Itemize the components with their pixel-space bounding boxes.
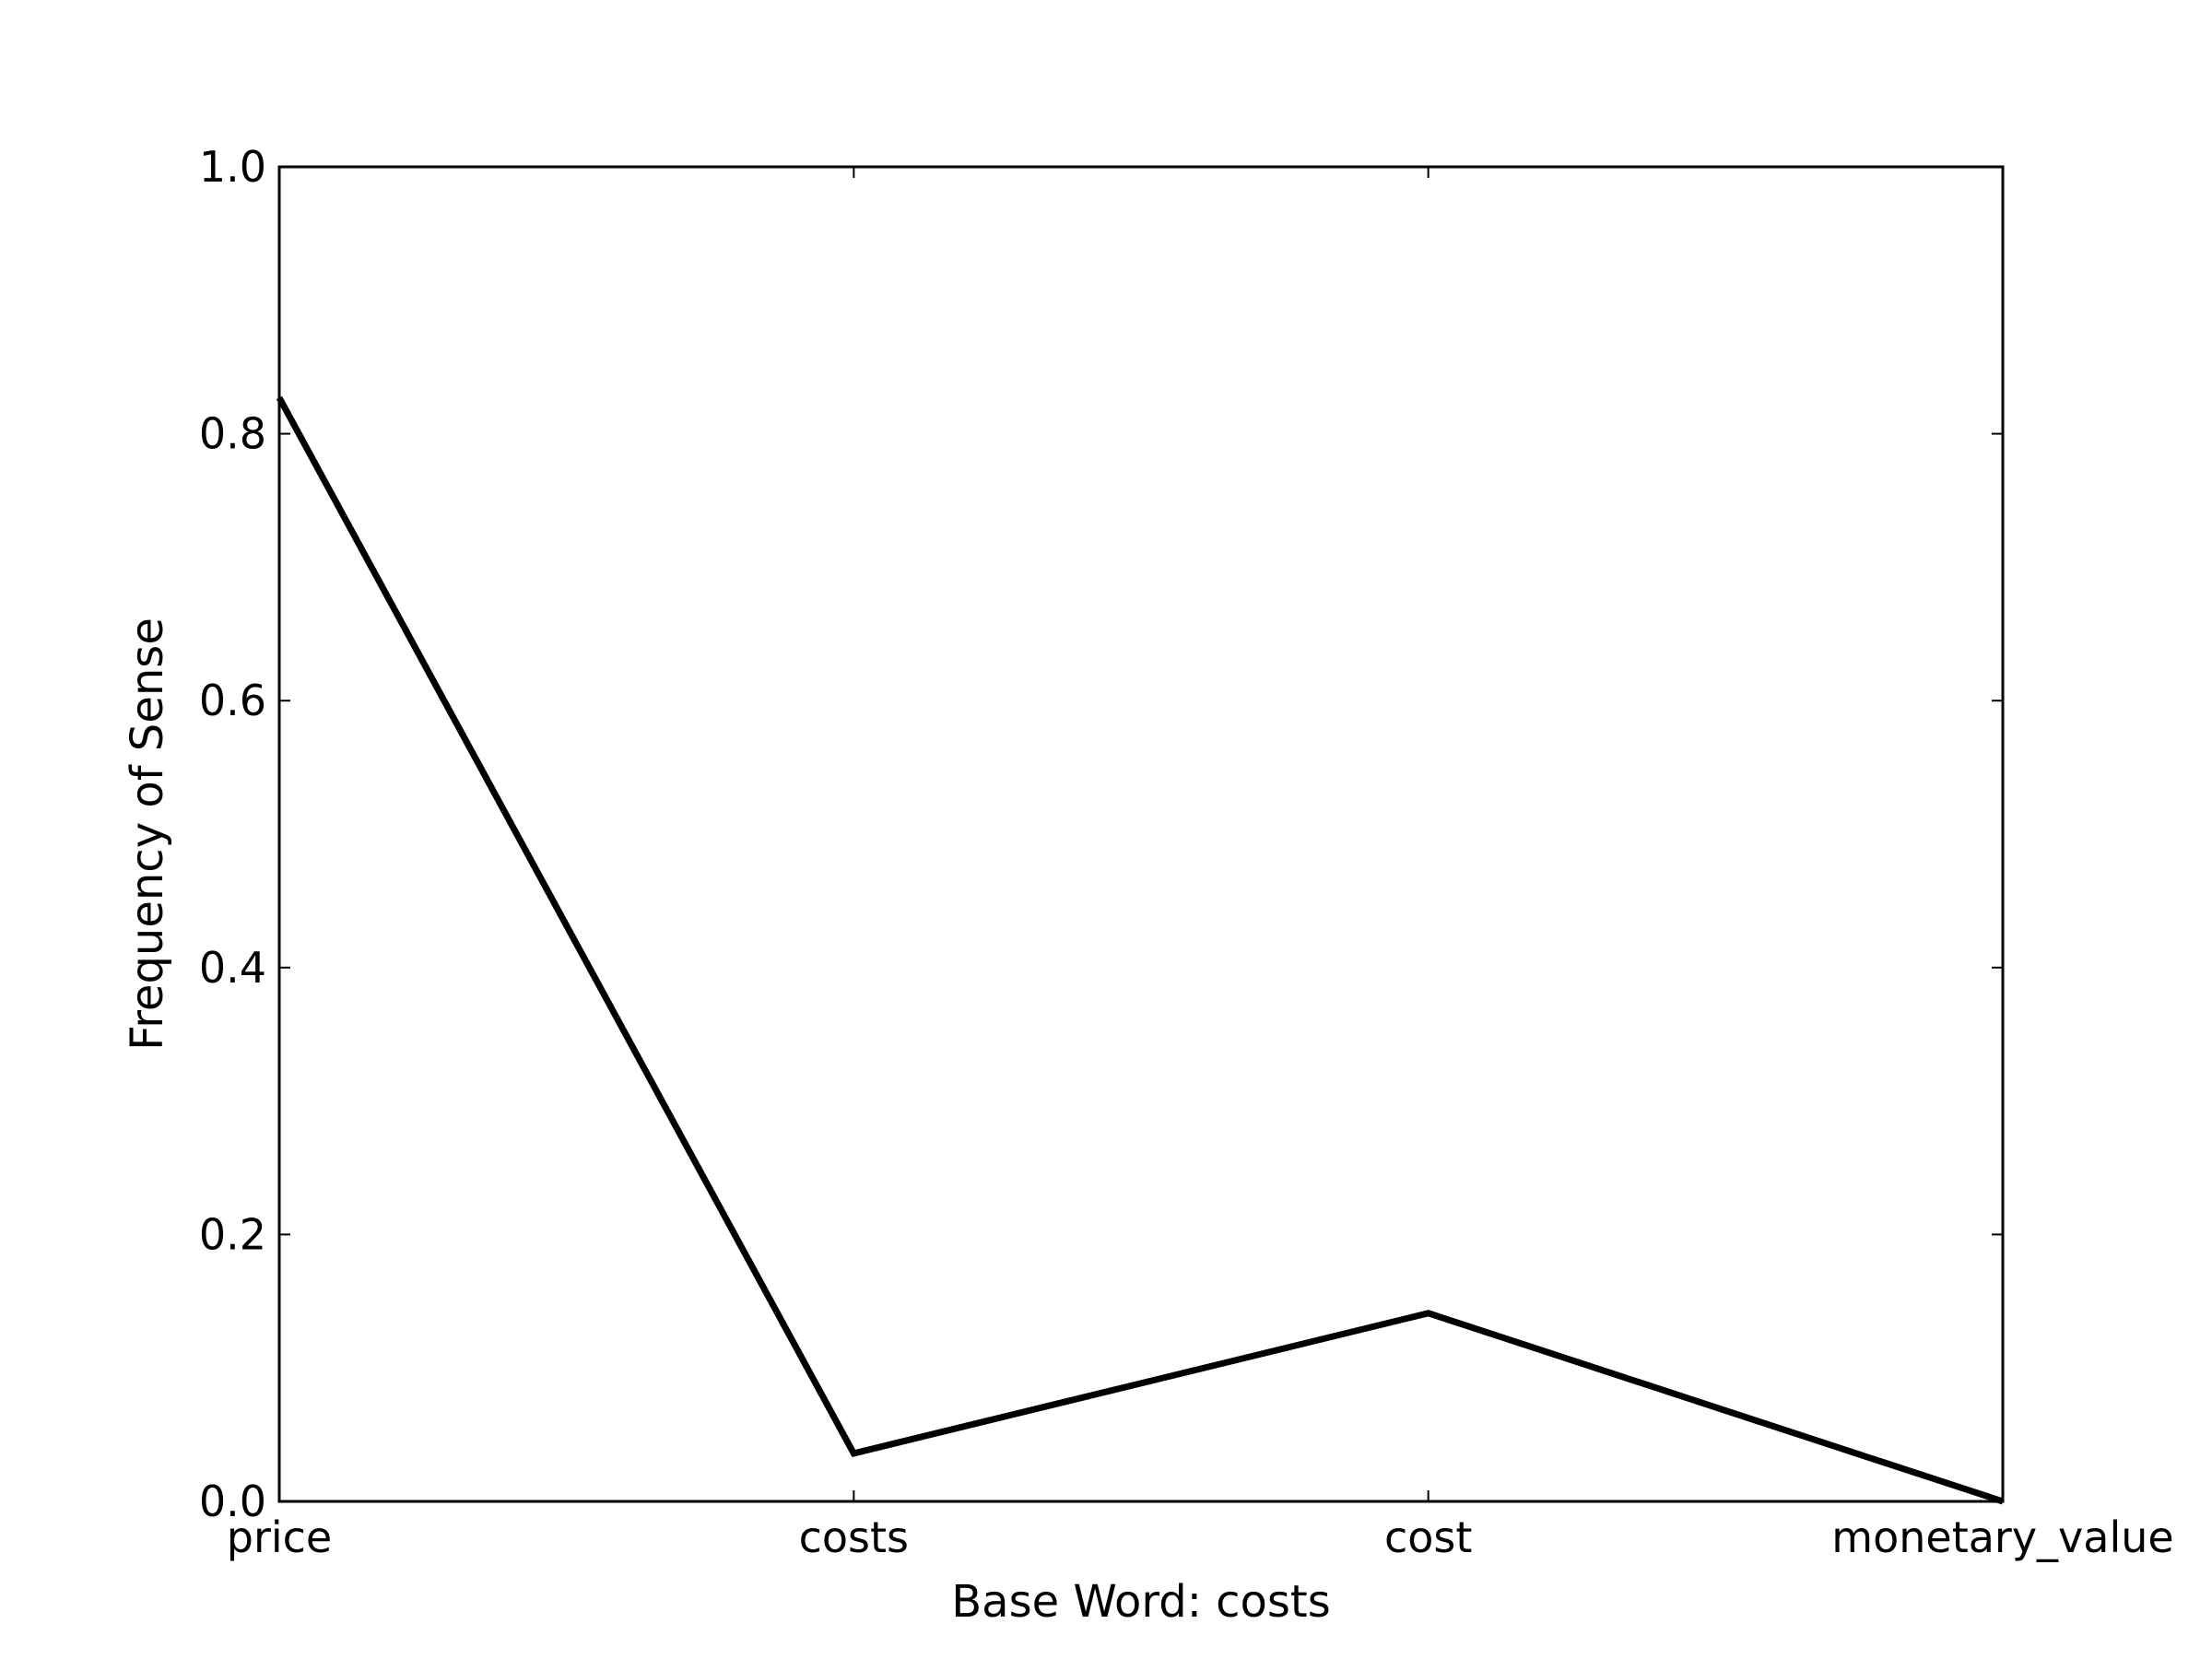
x-axis-label: Base Word: costs [951, 1576, 1331, 1628]
y-tick-label: 0.4 [199, 943, 266, 993]
y-tick-label: 0.2 [199, 1209, 266, 1259]
y-tick-label: 0.8 [199, 409, 266, 459]
y-tick-label: 0.0 [199, 1477, 266, 1526]
y-tick-label: 1.0 [199, 142, 266, 192]
x-tick-label: price [227, 1512, 332, 1562]
y-tick-label: 0.6 [199, 676, 266, 725]
series-layer [276, 395, 2005, 1505]
plot-area [279, 167, 2003, 1501]
x-tick-label: cost [1384, 1512, 1472, 1562]
series-line [276, 395, 2005, 1505]
y-axis-label: Frequency of Sense [122, 618, 173, 1051]
y-tick-labels: 0.0 0.2 0.4 0.6 0.8 1.0 [199, 142, 266, 1526]
x-tick-label: costs [799, 1512, 909, 1562]
x-tick-label: monetary_value [1831, 1512, 2173, 1562]
plot-frame [277, 165, 2005, 1503]
x-tick-labels: price costs cost monetary_value [227, 1512, 2174, 1562]
